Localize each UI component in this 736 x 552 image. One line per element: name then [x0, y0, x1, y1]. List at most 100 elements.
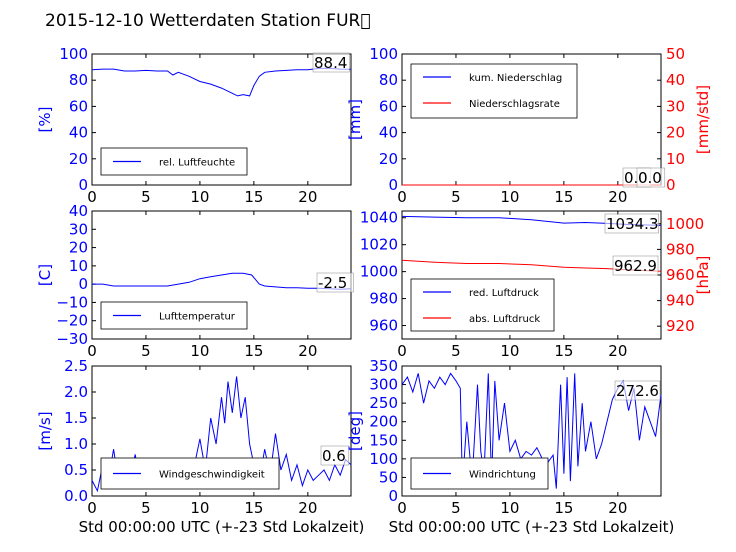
value-label-box [636, 167, 666, 188]
x-tick-label: 10 [500, 342, 519, 360]
legend-label: red. Luftdruck [469, 288, 539, 299]
x-tick-label: 0 [87, 499, 97, 517]
y-tick-label: 1040 [360, 209, 398, 227]
legend-label: Lufttemperatur [159, 312, 236, 323]
series-line-1 [91, 67, 352, 97]
y-tick-label: 20 [379, 150, 398, 168]
plot-frame [91, 365, 352, 497]
y-tick-label: 350 [369, 357, 398, 375]
y-tick-label: 60 [69, 97, 88, 115]
x-tick-label: 15 [244, 342, 263, 360]
y-tick-label: 80 [379, 71, 398, 89]
x-tick-label: 10 [190, 188, 209, 206]
y-tick-label: 150 [369, 431, 398, 449]
x-tick-label: 20 [298, 499, 317, 517]
value-label-box [312, 52, 350, 73]
y-tick-label: 980 [369, 290, 398, 308]
value-label-box [604, 213, 659, 234]
value-label-box [612, 255, 659, 276]
x-tick-label: 5 [141, 499, 151, 517]
y-right-tick-label: 40 [666, 71, 685, 89]
y-tick-label: 80 [69, 71, 88, 89]
x-tick-label: 15 [554, 342, 573, 360]
legend-label: abs. Luftdruck [469, 314, 540, 325]
x-tick-label: 0 [397, 499, 407, 517]
y-tick-label: 0.5 [64, 461, 88, 479]
y-right-tick-label: 940 [666, 292, 695, 310]
legend-label: kum. Niederschlag [469, 73, 562, 84]
y-tick-label: 40 [69, 124, 88, 142]
x-tick-label: 10 [190, 342, 209, 360]
y-right-tick-label: 50 [666, 45, 685, 63]
y-tick-label: 300 [369, 376, 398, 394]
current-value-label: 962.9 [614, 257, 657, 275]
current-value-label: 88.4 [314, 54, 347, 72]
y-right-tick-label: 0 [666, 176, 676, 194]
x-tick-label: 0 [397, 342, 407, 360]
y-tick-label: 1020 [360, 236, 398, 254]
value-label-box [316, 272, 354, 293]
legend-label: rel. Luftfeuchte [159, 158, 235, 169]
chart-panel-3: 0 5 10 15 20−30−20−10010203040[C]Lufttempera… [36, 202, 354, 360]
y-tick-label: 100 [369, 45, 398, 63]
x-tick-label: 20 [298, 188, 317, 206]
x-tick-label: 15 [554, 499, 573, 517]
y-tick-label: 40 [379, 124, 398, 142]
plot-frame [91, 53, 352, 186]
y-right-tick-label: 980 [666, 240, 695, 258]
y-right-tick-label: 30 [666, 97, 685, 115]
y-tick-label: 250 [369, 394, 398, 412]
y-axis-label: [C] [36, 264, 54, 286]
y-tick-label: −20 [56, 312, 88, 330]
y-tick-label: 960 [369, 317, 398, 335]
y-tick-label: 30 [69, 220, 88, 238]
current-value-label: 272.6 [616, 382, 659, 400]
y-axis-label: [%] [36, 107, 54, 133]
x-tick-label: 5 [451, 499, 461, 517]
x-tick-label: 0 [397, 188, 407, 206]
x-tick-label: 20 [608, 499, 627, 517]
x-tick-label: 0 [87, 342, 97, 360]
y-tick-label: 2.0 [64, 383, 88, 401]
y-tick-label: −30 [56, 330, 88, 348]
y-right-tick-label: 960 [666, 266, 695, 284]
current-value-label: -2.5 [318, 274, 347, 292]
x-tick-label: 5 [451, 188, 461, 206]
y-tick-label: 0.0 [64, 487, 88, 505]
legend-label: Niederschlagsrate [469, 99, 560, 110]
y-right-tick-label: 10 [666, 150, 685, 168]
x-tick-label: 20 [298, 342, 317, 360]
x-tick-label: 5 [451, 342, 461, 360]
x-tick-label: 15 [554, 188, 573, 206]
x-axis-label: Std 00:00:00 UTC (+-23 Std Lokalzeit) [389, 518, 675, 536]
y-tick-label: 50 [379, 468, 398, 486]
current-value-label: 0.6 [322, 447, 346, 465]
value-label-box [320, 445, 350, 466]
x-tick-label: 10 [500, 499, 519, 517]
y-tick-label: 10 [69, 257, 88, 275]
y-tick-label: 0 [78, 275, 88, 293]
y-tick-label: 2.5 [64, 357, 88, 375]
y-right-tick-label: 920 [666, 317, 695, 335]
x-tick-label: 20 [608, 342, 627, 360]
legend-box [410, 63, 578, 119]
x-axis-label: Std 00:00:00 UTC (+-23 Std Lokalzeit) [79, 518, 365, 536]
y-tick-label: 20 [69, 150, 88, 168]
y-tick-label: 1.0 [64, 435, 88, 453]
x-tick-label: 10 [190, 499, 209, 517]
chart-panel-2: 0 5 10 15 20 0 20 40 60 80 100 0 10 20 30 40 50 [mm] [mm/s… [346, 45, 712, 206]
y-tick-label: 100 [59, 45, 88, 63]
y-tick-label: 0 [388, 487, 398, 505]
legend-label: Windgeschwindigkeit [159, 470, 265, 481]
y-axis-label-right: [hPa] [694, 256, 712, 295]
series-line-1 [92, 272, 352, 290]
x-tick-label: 20 [608, 188, 627, 206]
chart-panel-4: 0 5 10 15 20 960 980 1000 1020 1040 920 940 960 980 10… [360, 209, 712, 360]
y-tick-label: 0 [388, 176, 398, 194]
y-axis-label: [m/s] [36, 411, 54, 450]
x-tick-label: 0 [87, 188, 97, 206]
y-axis-label: [mm] [346, 99, 364, 140]
plot-frame [401, 365, 662, 497]
y-tick-label: −10 [56, 293, 88, 311]
